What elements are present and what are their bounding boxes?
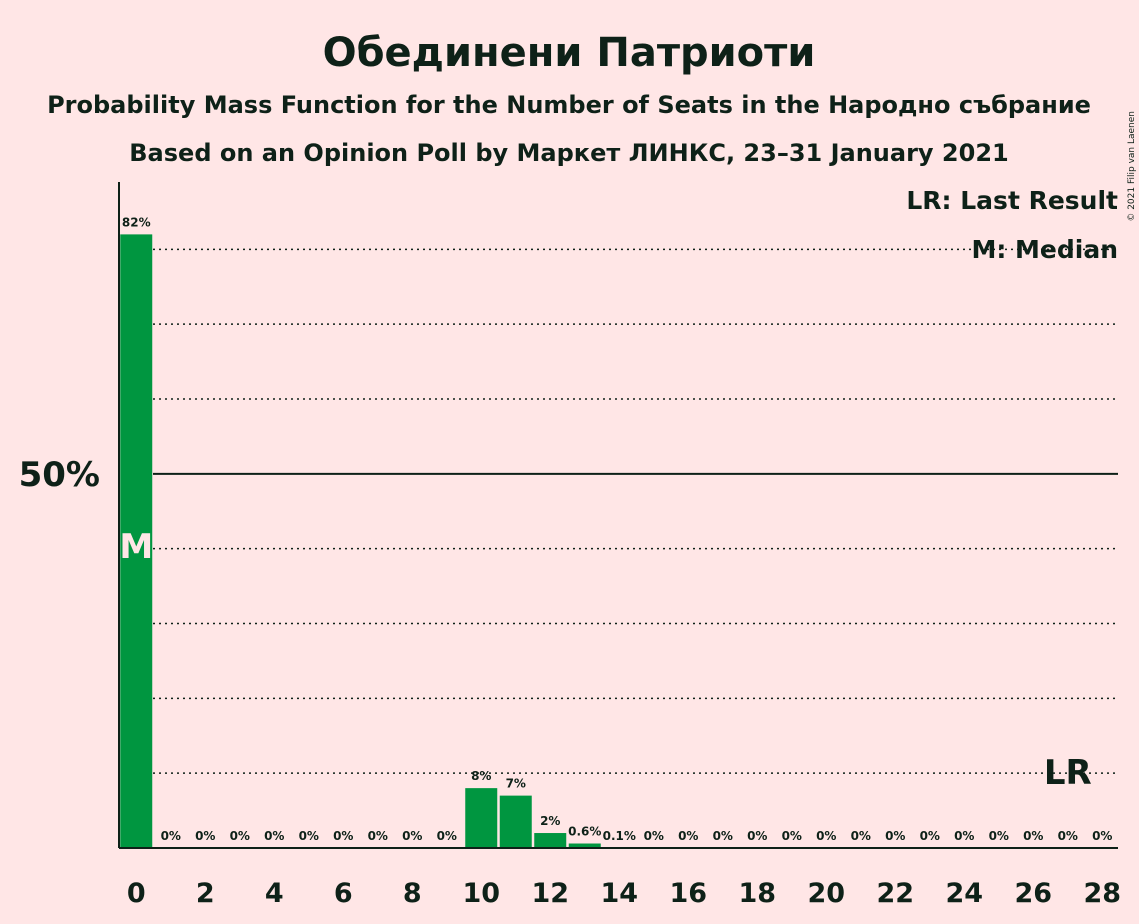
x-tick-10: 10 — [462, 878, 500, 909]
data-label-2: 0% — [195, 829, 215, 843]
y-tick-50: 50% — [19, 455, 100, 495]
last-result-marker: LR — [1044, 753, 1092, 793]
x-tick-4: 4 — [265, 878, 284, 909]
data-label-10: 8% — [471, 769, 491, 783]
data-label-0: 82% — [122, 215, 151, 229]
chart-subtitle-1: Probability Mass Function for the Number… — [47, 91, 1091, 119]
gridlines — [153, 248, 1118, 774]
data-label-3: 0% — [230, 829, 250, 843]
chart-subtitle-2: Based on an Opinion Poll by Маркет ЛИНКС… — [129, 139, 1008, 167]
bar-12 — [534, 833, 567, 848]
x-tick-22: 22 — [876, 878, 914, 909]
data-label-28: 0% — [1092, 829, 1112, 843]
data-label-22: 0% — [885, 829, 905, 843]
data-label-26: 0% — [1023, 829, 1043, 843]
median-marker: M — [119, 527, 153, 567]
x-tick-0: 0 — [127, 878, 146, 909]
data-label-5: 0% — [299, 829, 319, 843]
bar-0 — [120, 234, 153, 848]
copyright: © 2021 Filip van Laenen — [1127, 111, 1137, 222]
data-label-20: 0% — [816, 829, 836, 843]
data-label-8: 0% — [402, 829, 422, 843]
data-label-24: 0% — [954, 829, 974, 843]
data-label-21: 0% — [851, 829, 871, 843]
data-label-18: 0% — [747, 829, 767, 843]
data-label-15: 0% — [644, 829, 664, 843]
x-tick-18: 18 — [738, 878, 776, 909]
legend-last-result: LR: Last Result — [906, 186, 1118, 215]
data-label-27: 0% — [1058, 829, 1078, 843]
legend-median: M: Median — [971, 235, 1118, 264]
data-label-25: 0% — [989, 829, 1009, 843]
bar-11 — [499, 795, 532, 848]
data-label-14: 0.1% — [603, 829, 636, 843]
data-label-17: 0% — [713, 829, 733, 843]
data-label-12: 2% — [540, 814, 560, 828]
x-tick-28: 28 — [1083, 878, 1121, 909]
bars — [120, 234, 636, 848]
data-labels: 82% 0% 0% 0% 0% 0% 0% 0% 0% 0% 8% 7% 2% 0.6% 0.1% 0% 0% 0… — [122, 215, 1113, 843]
x-tick-16: 16 — [669, 878, 707, 909]
data-label-23: 0% — [920, 829, 940, 843]
x-tick-20: 20 — [807, 878, 845, 909]
data-label-9: 0% — [437, 829, 457, 843]
data-label-16: 0% — [678, 829, 698, 843]
data-label-1: 0% — [161, 829, 181, 843]
x-tick-24: 24 — [945, 878, 983, 909]
x-tick-8: 8 — [403, 878, 422, 909]
x-tick-26: 26 — [1014, 878, 1052, 909]
x-tick-12: 12 — [531, 878, 569, 909]
data-label-19: 0% — [782, 829, 802, 843]
data-label-4: 0% — [264, 829, 284, 843]
data-label-11: 7% — [506, 777, 526, 791]
data-label-7: 0% — [368, 829, 388, 843]
data-label-6: 0% — [333, 829, 353, 843]
x-tick-6: 6 — [334, 878, 353, 909]
x-tick-labels: 0 2 4 6 8 10 12 14 16 18 20 22 24 26 28 — [127, 878, 1121, 909]
bar-13 — [568, 843, 601, 848]
x-tick-14: 14 — [600, 878, 638, 909]
bar-10 — [465, 788, 498, 848]
data-label-13: 0.6% — [568, 825, 601, 839]
x-tick-2: 2 — [196, 878, 215, 909]
chart-title: Обединени Патриоти — [323, 30, 816, 76]
